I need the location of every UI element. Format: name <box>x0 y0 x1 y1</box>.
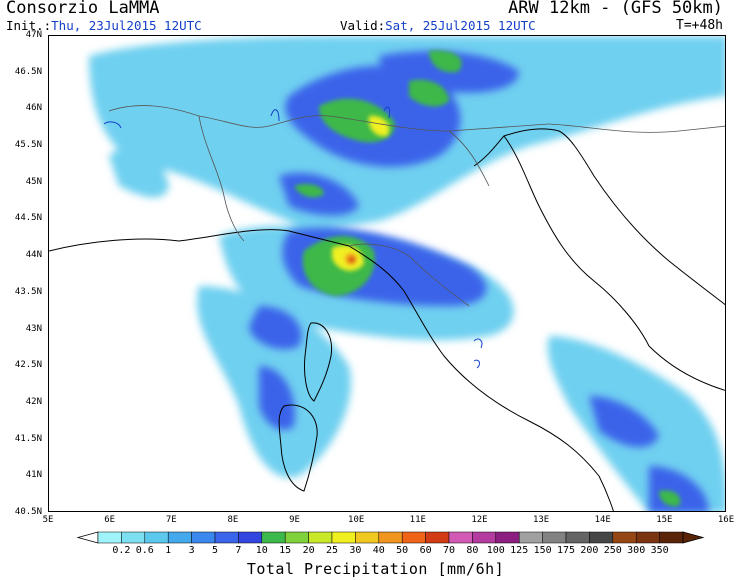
colorbar-swatch <box>121 531 146 544</box>
colorbar-label: 5 <box>211 545 219 556</box>
longitude-tick-label: 8E <box>227 515 239 525</box>
precipitation-legend <box>0 528 751 578</box>
longitude-tick-label: 11E <box>409 515 426 525</box>
colorbar-swatch <box>589 531 614 544</box>
colorbar-swatch <box>261 531 286 544</box>
colorbar-swatch <box>378 531 403 544</box>
valid-label: Valid: <box>340 18 386 33</box>
longitude-tick-label: 15E <box>656 515 673 525</box>
init-time: Init.:Thu, 23Jul2015 12UTC <box>6 18 202 33</box>
colorbar-swatch <box>659 531 684 544</box>
colorbar-swatch <box>97 531 122 544</box>
colorbar-label: 15 <box>279 545 292 556</box>
colorbar-swatch <box>355 531 380 544</box>
colorbar-swatch <box>284 531 309 544</box>
colorbar-label: 0.2 <box>112 545 131 556</box>
model-source-title: Consorzio LaMMA <box>6 0 160 18</box>
longitude-tick-label: 5E <box>42 515 54 525</box>
colorbar-label: 100 <box>486 545 505 556</box>
colorbar-swatch <box>472 531 497 544</box>
latitude-tick-label: 46.5N <box>14 66 42 77</box>
longitude-tick-label: 12E <box>471 515 488 525</box>
longitude-tick-label: 6E <box>104 515 116 525</box>
latitude-tick-label: 43N <box>25 323 42 334</box>
latitude-tick-label: 42N <box>25 396 42 407</box>
colorbar-swatch <box>238 531 263 544</box>
latitude-tick-label: 44N <box>25 250 42 261</box>
longitude-tick-label: 7E <box>165 515 177 525</box>
longitude-tick-label: 10E <box>348 515 365 525</box>
colorbar-label: 70 <box>442 545 456 556</box>
init-label: Init.: <box>6 18 52 33</box>
colorbar-swatch <box>308 531 333 544</box>
colorbar-swatch <box>542 531 567 544</box>
coastlines <box>49 128 725 511</box>
longitude-tick-label: 13E <box>532 515 550 525</box>
borders <box>108 105 725 307</box>
colorbar-title: Total Precipitation [mm/6h] <box>246 560 505 578</box>
init-value: Thu, 23Jul2015 12UTC <box>51 18 202 33</box>
precipitation-map <box>48 35 726 512</box>
colorbar-label: 30 <box>349 545 362 556</box>
colorbar-label: 25 <box>325 545 339 556</box>
colorbar-swatch <box>495 531 520 544</box>
colorbar-label: 300 <box>627 545 646 556</box>
colorbar-label: 7 <box>235 545 242 556</box>
colorbar-swatch <box>167 531 192 544</box>
colorbar-label: 250 <box>603 545 622 556</box>
colorbar-label: 0.6 <box>135 545 154 556</box>
colorbar-swatch <box>401 531 426 544</box>
latitude-tick-label: 40.5N <box>14 507 42 517</box>
longitude-tick-label: 9E <box>289 515 300 525</box>
latitude-tick-label: 46N <box>25 103 42 114</box>
latitude-tick-label: 47N <box>25 30 42 40</box>
latitude-tick-label: 45.5N <box>14 140 42 151</box>
colorbar-swatch <box>612 531 637 544</box>
colorbar-label: 50 <box>396 545 409 556</box>
colorbar-right-arrow <box>682 531 705 544</box>
longitude-tick-label: 14E <box>594 515 611 525</box>
colorbar-label: 60 <box>419 545 432 556</box>
forecast-lead-time: T=+48h <box>676 18 723 33</box>
latitude-tick-label: 45N <box>25 176 42 187</box>
latitude-tick-label: 44.5N <box>14 213 42 224</box>
latitude-tick-label: 43.5N <box>14 286 42 297</box>
colorbar-label: 20 <box>302 545 315 556</box>
lakes <box>103 106 483 369</box>
colorbar-swatch <box>331 531 356 544</box>
latitude-tick-label: 41N <box>25 470 42 481</box>
valid-time: Valid:Sat, 25Jul2015 12UTC <box>340 18 536 33</box>
colorbar-label: 125 <box>510 545 529 556</box>
colorbar-label: 175 <box>556 545 576 556</box>
colorbar-label: 40 <box>372 545 385 556</box>
longitude-tick-label: 16E <box>717 515 735 525</box>
colorbar-swatches <box>76 531 705 544</box>
colorbar-swatch <box>214 531 239 544</box>
precipitation-field-intense <box>332 115 390 271</box>
colorbar-label: 150 <box>533 545 552 556</box>
latitude-tick-label: 41.5N <box>14 433 42 444</box>
colorbar-swatch <box>425 531 450 544</box>
latitude-tick-label: 42.5N <box>14 360 42 371</box>
colorbar-label: 350 <box>650 545 669 556</box>
colorbar-label: 1 <box>165 545 172 556</box>
colorbar-left-arrow <box>76 531 99 544</box>
colorbar-swatch <box>191 531 216 544</box>
colorbar-label: 200 <box>580 545 599 556</box>
colorbar-swatch <box>565 531 590 544</box>
colorbar-swatch <box>448 531 473 544</box>
colorbar-swatch <box>518 531 543 544</box>
colorbar-label: 3 <box>188 545 195 556</box>
colorbar-swatch <box>635 531 660 544</box>
colorbar-label: 80 <box>466 545 479 556</box>
map-canvas <box>49 36 725 511</box>
model-description: ARW 12km - (GFS 50km) <box>508 0 723 18</box>
valid-value: Sat, 25Jul2015 12UTC <box>385 18 536 33</box>
colorbar-swatch <box>144 531 169 544</box>
colorbar-label: 10 <box>255 545 268 556</box>
